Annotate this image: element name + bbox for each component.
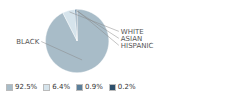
html-text:0.2%: 0.2% bbox=[117, 83, 136, 91]
html-text:6.4%: 6.4% bbox=[52, 83, 70, 91]
svg-text:WHITE: WHITE bbox=[120, 27, 144, 36]
html-text:0.9%: 0.9% bbox=[85, 83, 103, 91]
svg-text:HISPANIC: HISPANIC bbox=[121, 42, 154, 50]
html-text:92.5%: 92.5% bbox=[15, 83, 38, 91]
svg-text:BLACK: BLACK bbox=[16, 38, 39, 46]
svg-text:ASIAN: ASIAN bbox=[120, 34, 143, 43]
